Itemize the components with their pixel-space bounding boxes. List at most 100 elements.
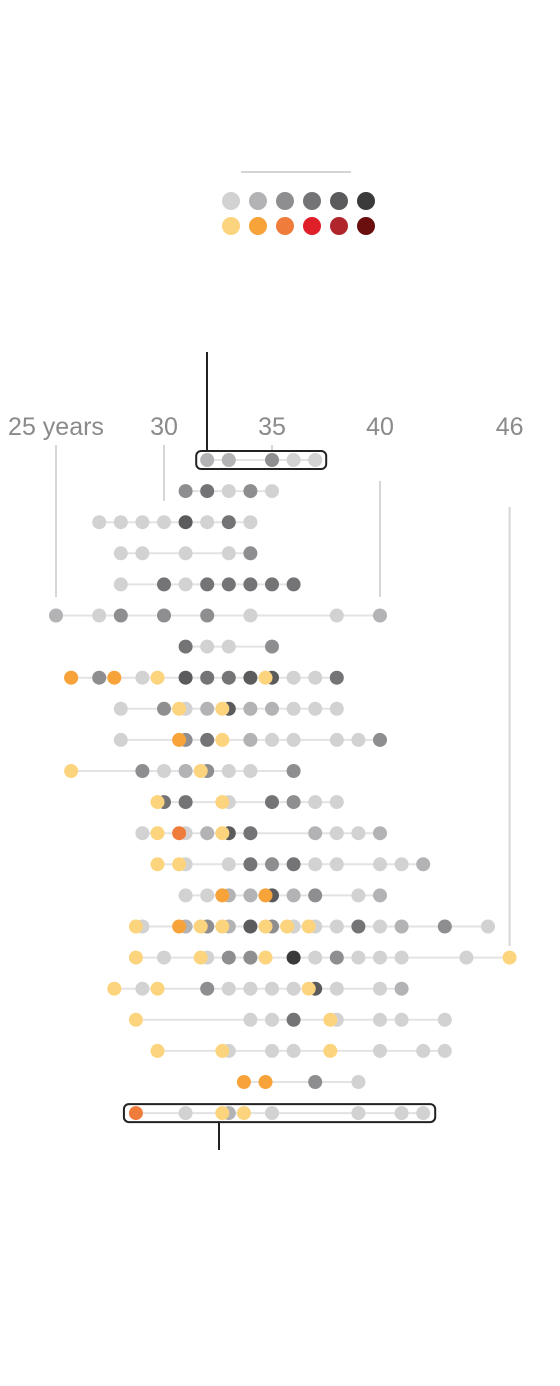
data-point [215, 1106, 230, 1121]
row-13 [135, 826, 387, 841]
data-point [178, 795, 193, 810]
data-point [308, 950, 323, 965]
data-point [200, 515, 215, 530]
data-point [113, 577, 128, 592]
tick-label: 25 years [8, 413, 104, 441]
legend-warm-swatch [357, 217, 375, 235]
data-point [172, 919, 187, 934]
data-point [265, 1043, 279, 1058]
tick-label: 40 [366, 413, 394, 441]
data-point [351, 1075, 366, 1089]
data-point [351, 826, 366, 841]
data-point [437, 1012, 452, 1027]
row-3 [92, 515, 258, 530]
legend-warm-swatch [249, 217, 267, 235]
data-point [221, 577, 236, 592]
data-point [172, 857, 187, 872]
data-point [394, 981, 409, 996]
data-point [502, 950, 517, 965]
annotations [122, 352, 437, 1150]
data-point [157, 515, 171, 530]
data-point [113, 608, 128, 623]
data-point [258, 919, 273, 934]
data-point [351, 888, 366, 903]
data-point [301, 981, 316, 996]
data-point [243, 484, 258, 499]
data-point [329, 670, 344, 685]
data-point [481, 919, 495, 934]
data-point [373, 608, 387, 623]
data-point [243, 732, 258, 747]
data-point [243, 764, 258, 778]
data-point [135, 670, 150, 685]
data-point [107, 981, 122, 996]
data-point [373, 1043, 387, 1058]
row-15 [178, 888, 387, 903]
data-point [200, 888, 215, 903]
data-point [416, 857, 431, 872]
data-point [329, 950, 344, 965]
data-point [394, 950, 409, 965]
row-19 [128, 1012, 452, 1027]
legend-warm-swatch [276, 217, 294, 235]
data-point [351, 950, 366, 965]
data-point [258, 888, 273, 903]
data-point [329, 857, 344, 872]
row-16 [128, 919, 495, 934]
data-point [221, 857, 236, 872]
data-point [265, 1012, 279, 1027]
data-point [265, 577, 279, 592]
data-point [308, 453, 323, 467]
data-point [351, 732, 366, 747]
row-4 [113, 546, 258, 561]
data-point [215, 701, 230, 716]
data-point [221, 670, 236, 685]
data-point [200, 732, 215, 747]
data-point [329, 732, 344, 747]
data-point [135, 546, 150, 561]
legend [222, 171, 375, 235]
data-point [394, 1106, 409, 1121]
data-point [416, 1106, 431, 1121]
data-point [243, 857, 258, 872]
data-point [128, 1012, 143, 1027]
data-point [221, 546, 236, 561]
data-point [329, 608, 344, 623]
legend-gray-swatch [276, 192, 294, 210]
data-point [92, 670, 107, 685]
data-point [243, 608, 258, 623]
row-17 [128, 950, 517, 965]
data-point [308, 701, 323, 716]
data-point [64, 764, 79, 778]
data-point [113, 732, 128, 747]
data-point [150, 1043, 165, 1058]
data-point [172, 826, 187, 841]
data-point [135, 826, 150, 841]
data-point [301, 919, 316, 934]
data-point [373, 826, 387, 841]
data-point [178, 546, 193, 561]
data-point [172, 701, 187, 716]
data-point [178, 764, 193, 778]
data-point [286, 1043, 301, 1058]
data-point [351, 1106, 366, 1121]
data-point [373, 857, 387, 872]
data-point [200, 453, 215, 467]
data-point [236, 1075, 251, 1089]
data-point [215, 732, 230, 747]
legend-warm-swatch [222, 217, 240, 235]
data-point [113, 546, 128, 561]
row-12 [150, 795, 344, 810]
data-point [308, 1075, 323, 1089]
data-point [200, 701, 215, 716]
data-point [215, 888, 230, 903]
data-point [329, 919, 344, 934]
data-point [286, 764, 301, 778]
data-point [265, 1106, 279, 1121]
data-point [157, 764, 171, 778]
data-point [135, 764, 150, 778]
legend-warm-swatch [330, 217, 348, 235]
tick-label: 35 [258, 413, 286, 441]
data-point [265, 484, 279, 499]
